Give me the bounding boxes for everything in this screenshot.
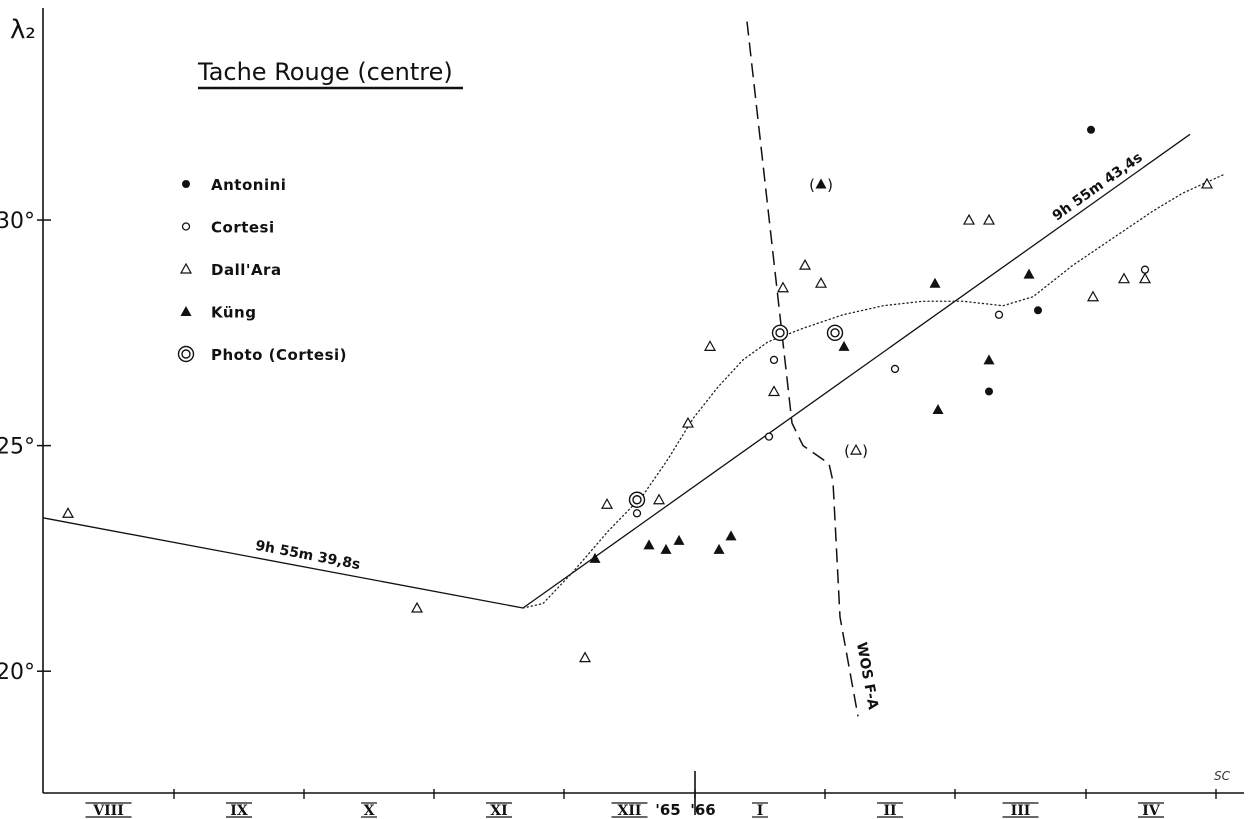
legend-label: Dall'Ara — [211, 261, 282, 279]
circle-marker — [890, 364, 900, 374]
legend: Antonini Cortesi Dall'Ara Küng Photo (Cortes… — [177, 176, 347, 364]
bracketed-points: () () — [809, 176, 868, 460]
triangle-open-marker — [798, 258, 812, 270]
data-points — [61, 125, 1214, 663]
fit-line — [522, 133, 1191, 609]
y-tick-label: 25° — [0, 435, 35, 460]
triangle-filled-marker — [180, 306, 192, 316]
legend-label: Antonini — [211, 176, 286, 194]
month-label: XI — [490, 803, 507, 819]
month-label: I — [757, 803, 764, 819]
legend-label: Cortesi — [211, 219, 275, 237]
axes-frame — [42, 8, 1244, 794]
triangle-open-marker — [652, 493, 666, 505]
dot-marker — [1034, 306, 1042, 315]
triangle-filled-marker — [1023, 268, 1035, 279]
fit-line — [42, 517, 524, 609]
circle-marker — [769, 355, 779, 365]
triangle-filled-marker — [983, 354, 995, 365]
dotted-curve — [522, 174, 1224, 609]
month-label: VIII — [92, 803, 124, 819]
triangle-open-marker — [982, 213, 996, 225]
triangle-filled-marker — [838, 340, 850, 351]
triangle-filled-marker — [643, 539, 655, 550]
triangle-open-marker — [849, 443, 863, 455]
chart-title-group: Tache Rouge (centre) — [197, 58, 463, 90]
triangle-filled-marker — [929, 277, 941, 288]
triangle-open-marker — [1117, 272, 1131, 284]
triangle-open-marker — [578, 651, 592, 663]
bracket-open: ( — [809, 176, 815, 194]
double-circle-inner — [775, 328, 785, 338]
dot-marker — [985, 387, 993, 396]
year-label: '65 — [655, 801, 680, 819]
triangle-open-marker — [61, 507, 75, 518]
triangle-filled-marker — [589, 552, 601, 563]
double-circle-inner — [830, 328, 840, 338]
signature: SC — [1214, 769, 1231, 783]
bracket-close: ) — [862, 442, 868, 460]
year-label: '66 — [690, 801, 715, 819]
triangle-open-marker — [1200, 177, 1214, 189]
triangle-filled-marker — [815, 178, 827, 189]
bracket-open: ( — [844, 442, 850, 460]
month-label: IV — [1142, 803, 1161, 819]
triangle-open-marker — [962, 213, 976, 225]
wos-line-label: WOS F-A — [853, 641, 881, 711]
dot-marker — [182, 180, 190, 188]
circle-marker — [764, 432, 774, 441]
double-circle-inner — [632, 495, 642, 505]
legend-label: Küng — [211, 304, 256, 322]
chart-title: Tache Rouge (centre) — [197, 58, 453, 86]
triangle-open-marker — [1138, 272, 1152, 284]
triangle-open-marker — [776, 281, 790, 293]
triangle-open-marker — [767, 385, 781, 397]
triangle-open-marker — [703, 340, 717, 351]
double-circle-inner — [181, 349, 191, 359]
triangle-open-marker — [179, 262, 193, 274]
triangle-open-marker — [681, 416, 695, 428]
circle-marker — [632, 509, 642, 518]
triangle-filled-marker — [673, 534, 685, 545]
triangle-filled-marker — [660, 543, 672, 554]
wos-line — [746, 21, 859, 717]
triangle-filled-marker — [713, 543, 725, 554]
month-label: X — [364, 803, 375, 819]
y-tick-label: 30° — [0, 209, 35, 234]
dotted-curve-layer — [522, 174, 1224, 609]
y-tick-label: 20° — [0, 660, 35, 685]
triangle-filled-marker — [725, 530, 737, 541]
month-label: III — [1011, 803, 1031, 819]
circle-marker — [1140, 265, 1150, 274]
month-axis: VIII IX X XI XII I II III IV'65'66 — [85, 771, 1217, 819]
dot-marker — [1087, 125, 1095, 134]
month-label: IX — [230, 803, 248, 819]
y-axis: 20° 25° 30° — [0, 209, 51, 685]
wos-line-layer: WOS F-A — [746, 21, 881, 717]
triangle-open-marker — [814, 276, 828, 288]
triangle-filled-marker — [932, 404, 944, 415]
triangle-open-marker — [410, 601, 424, 613]
bracket-close: ) — [827, 176, 833, 194]
circle-marker — [994, 310, 1004, 319]
circle-marker — [181, 222, 191, 231]
fit-line-label: 9h 55m 43,4s — [1050, 150, 1146, 225]
month-label: II — [883, 803, 896, 819]
month-label: XII — [618, 803, 642, 819]
legend-label: Photo (Cortesi) — [211, 346, 347, 364]
triangle-open-marker — [600, 498, 614, 509]
triangle-open-marker — [1086, 290, 1100, 302]
y-axis-label: λ₂ — [10, 15, 36, 45]
